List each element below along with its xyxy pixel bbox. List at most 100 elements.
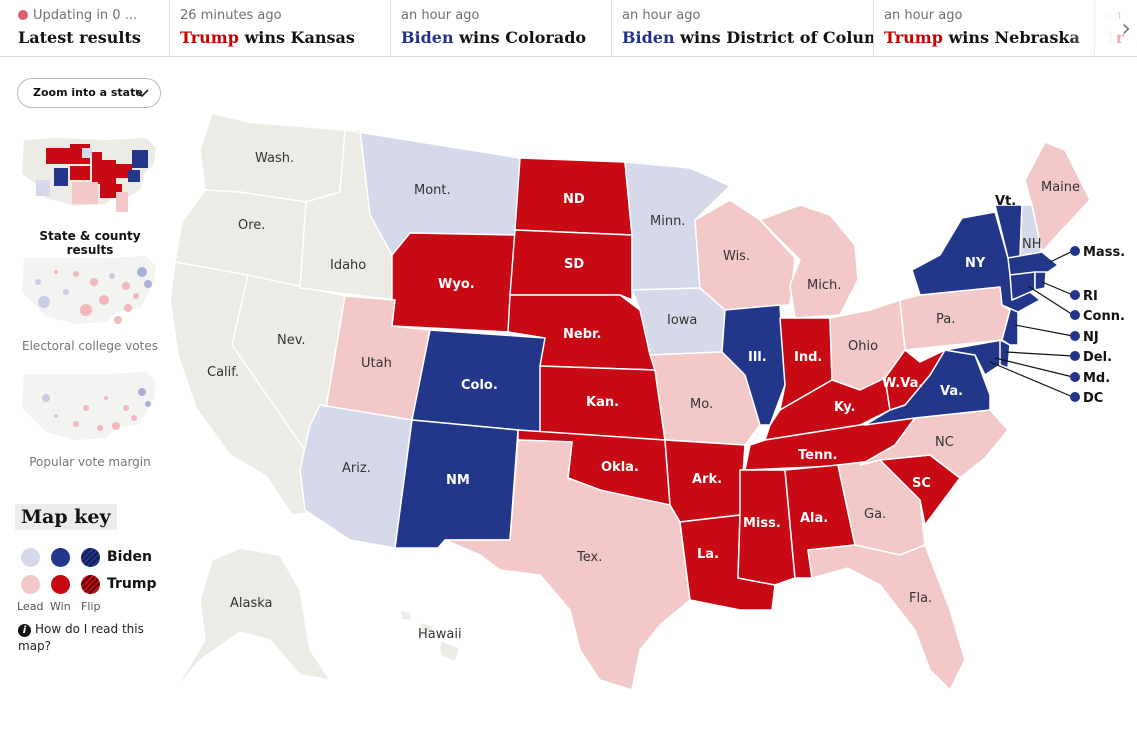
state-sd[interactable] — [509, 229, 633, 301]
ticker-time: an hour ago — [884, 8, 963, 23]
state-ma[interactable] — [1007, 251, 1059, 276]
ticker-fade — [1067, 0, 1117, 55]
callout-dot-md[interactable] — [1070, 372, 1080, 382]
map-key-title: Map key — [15, 504, 117, 530]
label-id: Idaho — [330, 258, 366, 273]
view-label: Popular vote margin — [29, 455, 151, 469]
state-mi[interactable] — [759, 204, 859, 319]
state-ri[interactable] — [1034, 271, 1047, 291]
callout-md: Md. — [1083, 371, 1110, 386]
label-tn: Tenn. — [798, 448, 837, 463]
how-to-read-link[interactable]: i How do I read this map? — [18, 621, 158, 655]
chevron-down-icon — [135, 89, 149, 98]
ticker-winner: Trump — [884, 28, 943, 47]
label-il: Ill. — [748, 350, 767, 365]
label-hi: Hawaii — [418, 627, 462, 642]
label-ut: Utah — [361, 356, 392, 371]
label-wy: Wyo. — [438, 277, 475, 292]
label-ky: Ky. — [834, 400, 855, 415]
label-ga: Ga. — [864, 507, 886, 522]
callout-dot-ct[interactable] — [1070, 310, 1080, 320]
view-popular-vote[interactable]: Popular vote margin — [16, 368, 164, 469]
label-tx: Tex. — [576, 550, 602, 565]
label-wa: Wash. — [255, 151, 294, 166]
label-sc: SC — [912, 476, 931, 491]
label-wv: W.Va. — [882, 376, 923, 391]
biden-lead-swatch — [21, 548, 40, 567]
label-az: Ariz. — [342, 461, 371, 476]
callout-ct: Conn. — [1083, 309, 1125, 324]
ticker-item-kansas[interactable]: 26 minutes ago Trump wins Kansas — [170, 0, 391, 56]
view-label: State & county results — [39, 229, 141, 257]
chevron-right-icon[interactable]: › — [1121, 14, 1131, 42]
label-ms: Miss. — [743, 516, 781, 531]
popular-vote-thumbnail — [22, 372, 156, 440]
label-ak: Alaska — [230, 596, 273, 611]
callout-dot-de[interactable] — [1070, 351, 1080, 361]
state-tx[interactable] — [444, 439, 691, 691]
label-sd: SD — [564, 257, 584, 272]
trump-flip-swatch — [81, 575, 100, 594]
zoom-state-dropdown[interactable]: Zoom into a state — [17, 78, 161, 108]
label-or: Ore. — [238, 218, 265, 233]
callout-ma: Mass. — [1083, 245, 1125, 260]
callout-nj: NJ — [1083, 330, 1099, 345]
callout-dot-ri[interactable] — [1070, 290, 1080, 300]
live-dot-icon — [18, 10, 28, 20]
label-mo: Mo. — [690, 397, 713, 412]
ticker-time: an hour ago — [622, 8, 701, 23]
label-nc: NC — [935, 435, 954, 450]
ticker-time: 26 minutes ago — [180, 8, 282, 23]
state-nc[interactable] — [859, 409, 1009, 479]
label-mn: Minn. — [650, 214, 685, 229]
callout-dot-ma[interactable] — [1070, 246, 1080, 256]
results-ticker: Updating in 0 ... Latest results 26 minu… — [0, 0, 1137, 57]
callout-de: Del. — [1083, 350, 1112, 365]
key-win-label: Win — [50, 600, 71, 613]
view-electoral-college[interactable]: Electoral college votes — [16, 252, 164, 353]
state-wv[interactable] — [884, 349, 946, 411]
label-nd: ND — [563, 192, 585, 207]
label-nv: Nev. — [277, 333, 306, 348]
state-hi[interactable] — [399, 609, 461, 663]
label-ca: Calif. — [207, 365, 239, 380]
ticker-headline: wins Kansas — [238, 28, 355, 47]
label-co: Colo. — [461, 378, 498, 393]
ticker-item-colorado[interactable]: an hour ago Biden wins Colorado — [391, 0, 612, 56]
state-wy[interactable] — [391, 232, 516, 333]
label-la: La. — [697, 547, 719, 562]
zoom-label: Zoom into a state — [33, 86, 143, 99]
ticker-item-dc[interactable]: an hour ago Biden wins District of Colum… — [612, 0, 874, 56]
key-trump-label: Trump — [107, 576, 157, 592]
ticker-item-nebraska[interactable]: an hour ago Trump wins Nebraska — [874, 0, 1095, 56]
label-vt: Vt. — [995, 194, 1016, 209]
biden-win-swatch — [51, 548, 70, 567]
state-me[interactable] — [1024, 141, 1091, 253]
ticker-time: Updating in 0 ... — [33, 8, 138, 23]
label-nh: NH — [1022, 237, 1042, 252]
label-nm: NM — [446, 473, 470, 488]
callout-dot-dc[interactable] — [1070, 392, 1080, 402]
label-mi: Mich. — [807, 278, 841, 293]
view-state-county[interactable]: State & county results — [16, 134, 164, 257]
trump-win-swatch — [51, 575, 70, 594]
key-lead-label: Lead — [17, 600, 44, 613]
ticker-winner: Biden — [622, 28, 675, 47]
view-label: Electoral college votes — [22, 339, 158, 353]
label-pa: Pa. — [936, 312, 955, 327]
state-az[interactable] — [299, 404, 413, 549]
state-ak[interactable] — [174, 547, 331, 691]
ticker-headline: wins Colorado — [453, 28, 587, 47]
label-ar: Ark. — [692, 472, 722, 487]
ticker-item-latest[interactable]: Updating in 0 ... Latest results — [0, 0, 170, 56]
callout-ri: RI — [1083, 289, 1098, 304]
state-fl[interactable] — [807, 544, 966, 691]
label-ne: Nebr. — [563, 327, 602, 342]
callout-dot-nj[interactable] — [1070, 331, 1080, 341]
label-al: Ala. — [800, 511, 828, 526]
ticker-headline: wins District of Columbia — [680, 28, 873, 47]
label-in: Ind. — [794, 350, 822, 365]
state-md[interactable] — [944, 339, 1003, 376]
ticker-headline: wins Nebraska — [942, 28, 1080, 47]
callout-labels: Mass. RI Conn. NJ Del. Md. DC — [1070, 245, 1125, 406]
